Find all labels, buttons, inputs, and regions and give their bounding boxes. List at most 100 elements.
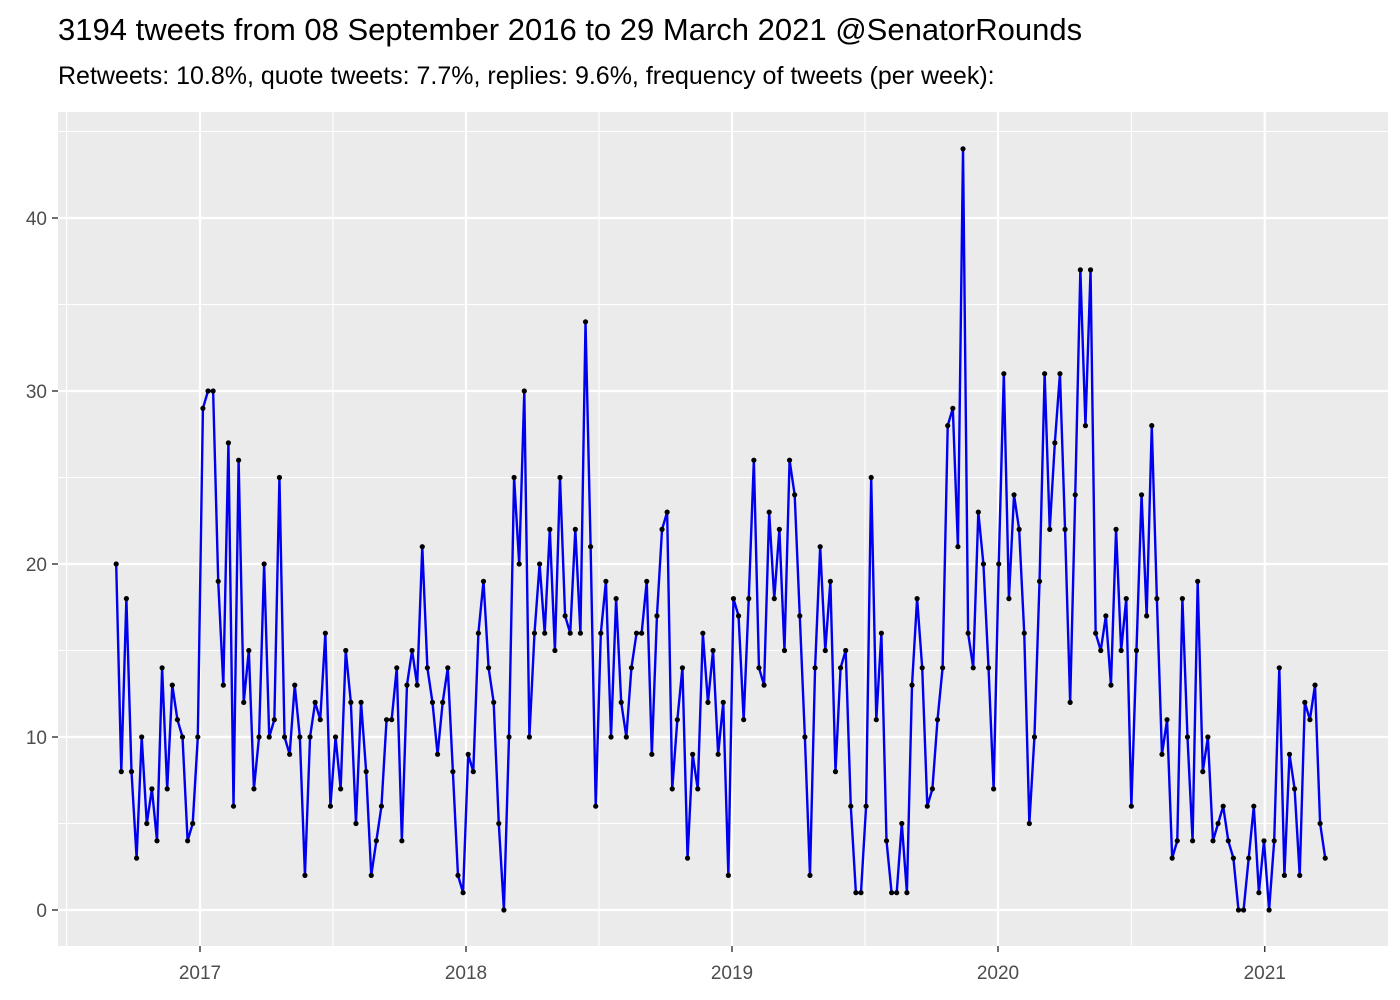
data-point — [582, 319, 589, 325]
data-point — [715, 751, 721, 757]
data-point — [302, 872, 308, 879]
data-point — [164, 786, 170, 792]
data-point — [373, 838, 379, 844]
data-point — [1123, 596, 1129, 602]
data-point — [730, 596, 737, 602]
data-point — [317, 717, 323, 723]
data-point — [169, 682, 175, 688]
data-point — [832, 769, 839, 775]
data-point — [705, 699, 711, 706]
data-point — [1031, 734, 1038, 740]
data-point — [1246, 855, 1252, 861]
x-tick-label: 2019 — [711, 963, 753, 984]
data-point — [593, 803, 599, 809]
data-point — [1113, 526, 1119, 533]
data-point — [598, 630, 604, 636]
data-point — [776, 526, 782, 533]
data-point — [786, 457, 793, 463]
data-point — [149, 786, 155, 792]
data-point — [1292, 786, 1298, 792]
data-point — [1307, 717, 1313, 723]
data-point — [465, 751, 471, 757]
data-point — [837, 665, 844, 671]
data-point — [817, 544, 823, 550]
data-point — [807, 872, 813, 879]
data-point — [246, 647, 252, 654]
series-tweets-per-week — [113, 146, 1328, 913]
data-point — [1312, 682, 1318, 688]
y-tick-label: 20 — [26, 555, 47, 576]
data-point — [271, 717, 277, 723]
data-point — [1016, 526, 1022, 533]
data-point — [241, 699, 247, 706]
data-point — [485, 665, 492, 671]
data-point — [358, 699, 364, 706]
data-point — [1205, 734, 1211, 740]
y-tick-label: 10 — [26, 728, 47, 749]
y-tick-label: 30 — [26, 382, 47, 403]
data-point — [1067, 699, 1073, 706]
data-point — [710, 647, 716, 654]
data-point — [1281, 872, 1288, 879]
data-point — [904, 890, 910, 896]
data-point — [205, 388, 211, 394]
data-point — [858, 890, 864, 896]
data-point — [1077, 267, 1083, 273]
data-point — [256, 734, 262, 740]
data-point — [159, 665, 165, 671]
data-point — [1159, 751, 1165, 757]
data-point — [128, 769, 135, 775]
data-point — [230, 803, 237, 809]
data-point — [894, 890, 900, 896]
data-point — [1144, 613, 1150, 619]
data-point — [434, 751, 441, 757]
data-point — [312, 699, 318, 706]
data-point — [261, 561, 267, 567]
data-point — [924, 803, 930, 809]
data-point — [899, 820, 905, 827]
data-point — [878, 630, 885, 636]
data-point — [389, 717, 395, 723]
data-point — [307, 734, 313, 740]
data-point — [639, 630, 645, 636]
data-point — [863, 803, 869, 809]
data-point — [965, 630, 971, 636]
data-point — [537, 561, 543, 567]
x-tick-label: 2017 — [179, 963, 221, 984]
data-point — [868, 474, 874, 481]
data-point — [945, 423, 951, 429]
data-point — [1215, 820, 1221, 827]
data-point — [1240, 907, 1247, 913]
data-point — [812, 665, 818, 671]
data-point — [429, 699, 436, 706]
data-point — [1189, 838, 1196, 844]
data-point — [179, 734, 186, 740]
data-point — [1266, 907, 1272, 913]
data-point — [1133, 647, 1140, 654]
data-point — [343, 647, 349, 654]
data-point — [603, 578, 609, 584]
data-point — [572, 526, 578, 533]
data-point — [955, 544, 961, 550]
data-point — [695, 786, 701, 792]
data-point — [353, 820, 359, 827]
data-point — [909, 682, 915, 688]
data-point — [669, 786, 675, 792]
data-point — [684, 855, 691, 861]
data-point — [1179, 596, 1185, 602]
data-point — [654, 613, 660, 619]
data-point — [1302, 699, 1308, 706]
data-point — [1072, 492, 1078, 498]
data-point — [1322, 855, 1328, 861]
data-point — [419, 544, 425, 550]
data-point — [1210, 838, 1216, 844]
data-point — [1036, 578, 1043, 584]
chart-subtitle: Retweets: 10.8%, quote tweets: 7.7%, rep… — [58, 62, 995, 90]
data-point — [547, 526, 553, 533]
data-point — [1276, 665, 1282, 671]
data-point — [338, 786, 344, 792]
data-point — [1026, 820, 1032, 827]
data-point — [1195, 578, 1201, 584]
data-point — [623, 734, 629, 740]
data-point — [950, 405, 956, 411]
